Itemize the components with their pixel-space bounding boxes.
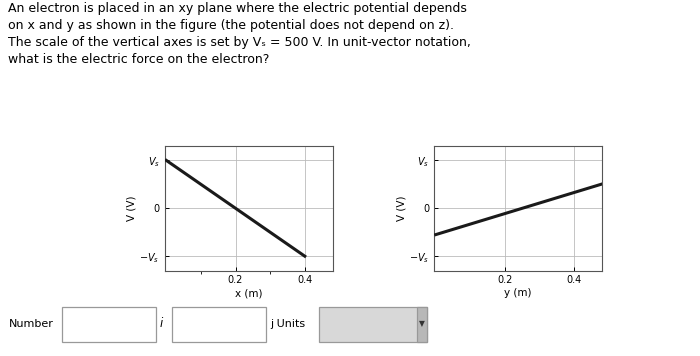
Y-axis label: V (V): V (V) — [396, 195, 406, 221]
FancyBboxPatch shape — [172, 307, 266, 342]
Y-axis label: V (V): V (V) — [127, 195, 136, 221]
Text: Number: Number — [8, 319, 53, 329]
Text: ▼: ▼ — [419, 319, 425, 328]
FancyBboxPatch shape — [318, 307, 427, 342]
FancyBboxPatch shape — [416, 307, 427, 342]
FancyBboxPatch shape — [62, 307, 156, 342]
X-axis label: x (m): x (m) — [234, 288, 262, 298]
Text: j Units: j Units — [270, 319, 305, 329]
Text: i: i — [160, 317, 163, 330]
Text: An electron is placed in an xy plane where the electric potential depends
on x a: An electron is placed in an xy plane whe… — [8, 2, 471, 66]
X-axis label: y (m): y (m) — [504, 288, 532, 298]
